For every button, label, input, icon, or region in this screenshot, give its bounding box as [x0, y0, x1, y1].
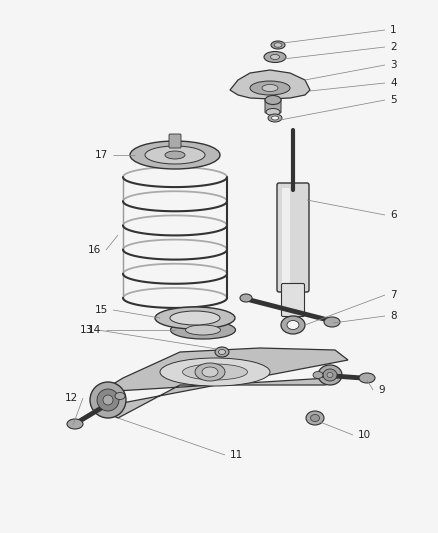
Ellipse shape	[250, 81, 290, 95]
Ellipse shape	[165, 151, 185, 159]
Ellipse shape	[67, 419, 83, 429]
Ellipse shape	[359, 373, 375, 383]
Text: 2: 2	[390, 42, 397, 52]
Text: 16: 16	[88, 245, 101, 255]
Text: 9: 9	[378, 385, 385, 395]
FancyBboxPatch shape	[277, 183, 309, 292]
Text: 5: 5	[390, 95, 397, 105]
Ellipse shape	[97, 389, 119, 411]
Ellipse shape	[264, 52, 286, 62]
Ellipse shape	[183, 364, 247, 380]
Text: 6: 6	[390, 210, 397, 220]
FancyBboxPatch shape	[282, 284, 304, 317]
Polygon shape	[96, 348, 348, 418]
Ellipse shape	[265, 95, 281, 104]
Ellipse shape	[170, 311, 220, 325]
Ellipse shape	[90, 382, 126, 418]
Text: 14: 14	[88, 325, 101, 335]
Text: 8: 8	[390, 311, 397, 321]
Ellipse shape	[215, 347, 229, 357]
Text: 3: 3	[390, 60, 397, 70]
Ellipse shape	[103, 395, 113, 405]
Text: 7: 7	[390, 290, 397, 300]
Ellipse shape	[170, 321, 236, 339]
Ellipse shape	[240, 294, 252, 302]
FancyBboxPatch shape	[169, 134, 181, 148]
Ellipse shape	[287, 320, 299, 329]
Ellipse shape	[268, 114, 282, 122]
Text: 12: 12	[65, 393, 78, 403]
Ellipse shape	[274, 43, 282, 47]
Polygon shape	[230, 70, 310, 99]
Ellipse shape	[160, 358, 270, 386]
Ellipse shape	[186, 325, 220, 335]
Ellipse shape	[271, 54, 279, 60]
Ellipse shape	[262, 85, 278, 92]
Text: 13: 13	[80, 325, 93, 335]
FancyBboxPatch shape	[282, 188, 290, 287]
Ellipse shape	[323, 369, 337, 381]
Ellipse shape	[271, 41, 285, 49]
Ellipse shape	[327, 373, 333, 377]
FancyBboxPatch shape	[265, 99, 281, 113]
Ellipse shape	[281, 316, 305, 334]
Text: 10: 10	[358, 430, 371, 440]
Ellipse shape	[130, 141, 220, 169]
Ellipse shape	[311, 415, 319, 422]
Ellipse shape	[195, 363, 225, 381]
Ellipse shape	[318, 365, 342, 385]
Ellipse shape	[266, 109, 280, 116]
Ellipse shape	[202, 367, 218, 377]
Ellipse shape	[306, 411, 324, 425]
Ellipse shape	[324, 317, 340, 327]
Ellipse shape	[145, 146, 205, 164]
Ellipse shape	[219, 350, 226, 354]
Ellipse shape	[155, 307, 235, 329]
Text: 4: 4	[390, 78, 397, 88]
Text: 17: 17	[95, 150, 108, 160]
Ellipse shape	[313, 372, 323, 378]
Text: 15: 15	[95, 305, 108, 315]
Ellipse shape	[115, 392, 125, 400]
Text: 1: 1	[390, 25, 397, 35]
Text: 11: 11	[230, 450, 243, 460]
Ellipse shape	[272, 116, 279, 120]
